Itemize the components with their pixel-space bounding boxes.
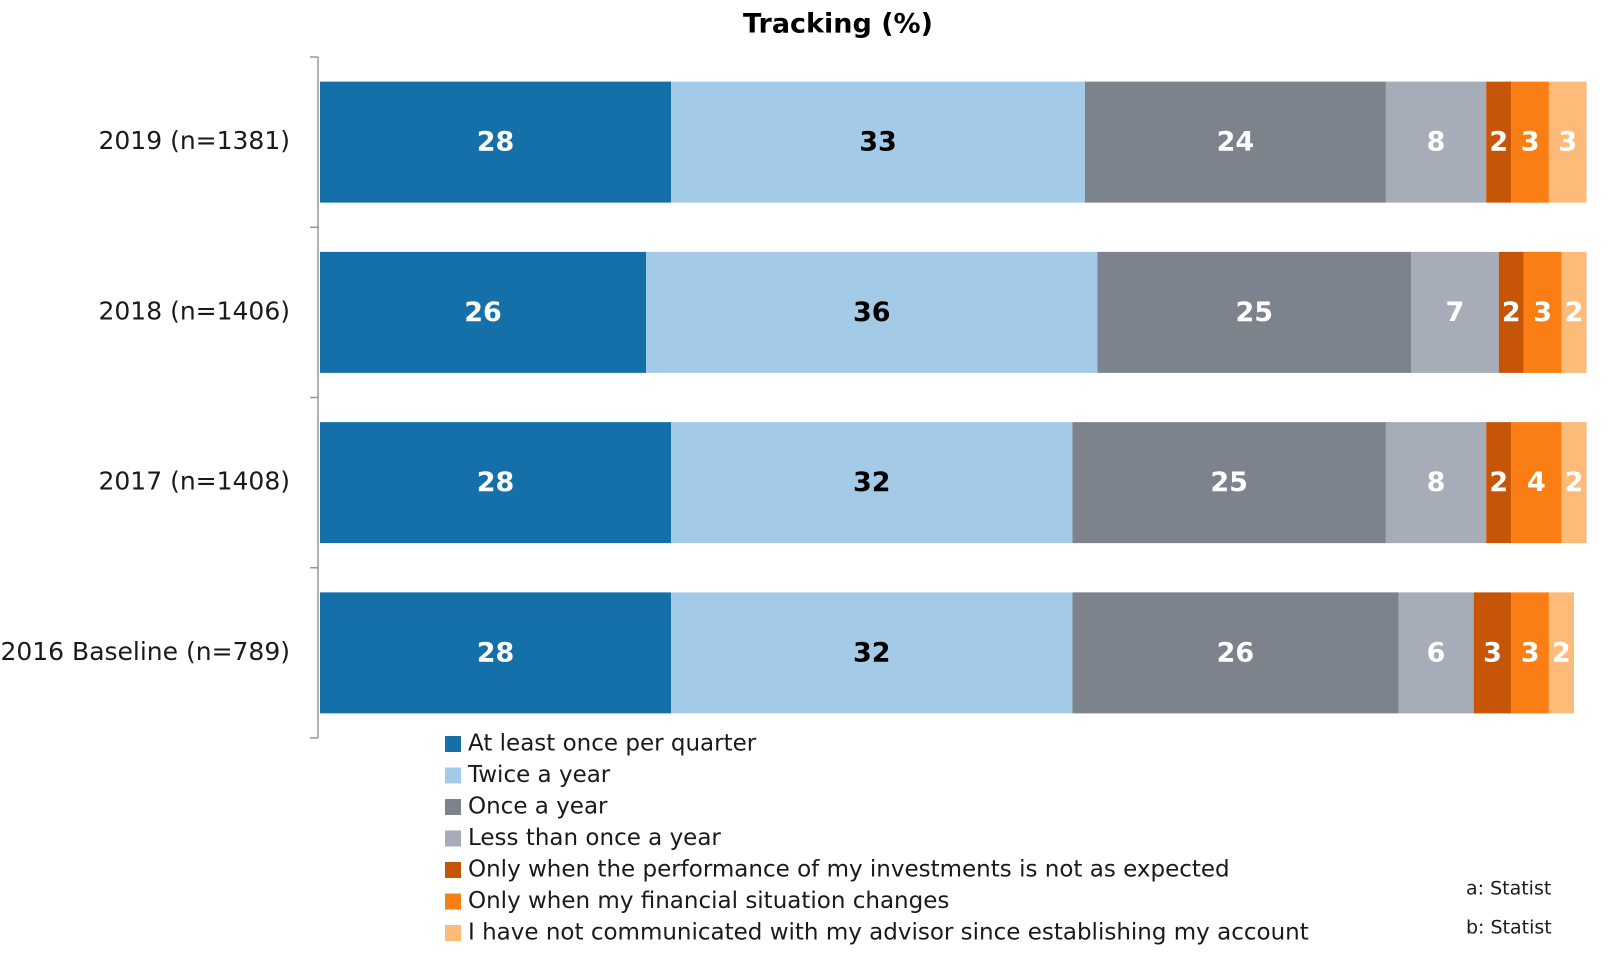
chart-title: Tracking (%)	[743, 9, 933, 40]
bar-segment	[320, 81, 672, 203]
bar-segment	[1486, 422, 1512, 544]
value-label: 24	[1217, 127, 1255, 158]
legend-swatch	[445, 767, 461, 784]
value-label: 3	[1483, 637, 1502, 668]
footnote: a: Statist	[1466, 878, 1551, 900]
bar-segment	[1385, 81, 1487, 203]
legend-swatch	[445, 736, 461, 752]
value-label: 8	[1427, 467, 1446, 498]
bar-segment	[1561, 422, 1587, 544]
bar-segment	[1511, 81, 1549, 203]
bar-segment	[1548, 81, 1587, 203]
bar-segment	[1398, 592, 1474, 714]
bar-segment	[1473, 592, 1512, 714]
legend-swatch	[445, 893, 461, 910]
bar-segment	[671, 81, 1085, 203]
value-label: 28	[477, 127, 515, 158]
legend-label: At least once per quarter	[468, 731, 757, 757]
value-label: 26	[1217, 637, 1255, 668]
bar-segment	[1072, 422, 1386, 544]
value-label: 3	[1533, 297, 1552, 328]
value-label: 2	[1565, 297, 1584, 328]
value-label: 32	[853, 467, 891, 498]
legend-swatch	[445, 925, 461, 941]
bar-segment	[1511, 592, 1549, 714]
value-label: 4	[1527, 467, 1546, 498]
bar-segment	[320, 422, 672, 544]
bar-segment	[1523, 251, 1562, 373]
value-label: 36	[853, 297, 891, 328]
legend-label: Less than once a year	[468, 825, 721, 851]
value-label: 3	[1558, 127, 1577, 158]
bar-segment	[1385, 422, 1487, 544]
value-label: 7	[1445, 297, 1464, 328]
bar-segment	[320, 251, 647, 373]
bar-segment	[646, 251, 1098, 373]
bar-segment	[1548, 592, 1574, 714]
bar-segment	[1498, 251, 1524, 373]
value-label: 2	[1552, 637, 1571, 668]
value-label: 2	[1502, 297, 1521, 328]
value-label: 33	[859, 127, 897, 158]
bar-segment	[671, 422, 1073, 544]
legend-swatch	[445, 862, 461, 878]
value-label: 32	[853, 637, 891, 668]
legend-label: Only when the performance of my investme…	[468, 857, 1230, 883]
legend-swatch	[445, 830, 461, 847]
value-label: 8	[1427, 127, 1446, 158]
legend-label: I have not communicated with my advisor …	[468, 920, 1309, 946]
category-label: 2018 (n=1406)	[99, 296, 291, 325]
category-label: 2019 (n=1381)	[99, 126, 291, 155]
bar-segment	[1410, 251, 1499, 373]
bar-segment	[1486, 81, 1512, 203]
value-label: 28	[477, 637, 515, 668]
legend-label: Once a year	[468, 794, 608, 820]
bar-segment	[1097, 251, 1411, 373]
bar-segment	[1511, 422, 1562, 544]
legend-swatch	[445, 799, 461, 815]
category-label: 2016 Baseline (n=789)	[0, 637, 290, 666]
value-label: 25	[1210, 467, 1248, 498]
value-label: 2	[1489, 467, 1508, 498]
value-label: 25	[1235, 297, 1273, 328]
value-label: 3	[1521, 127, 1540, 158]
value-label: 2	[1489, 127, 1508, 158]
category-label: 2017 (n=1408)	[99, 467, 291, 496]
value-label: 26	[464, 297, 502, 328]
bar-segment	[1084, 81, 1386, 203]
value-label: 2	[1565, 467, 1584, 498]
footnote: b: Statist	[1466, 917, 1552, 939]
value-label: 6	[1427, 637, 1446, 668]
bar-segment	[1072, 592, 1399, 714]
value-label: 3	[1521, 637, 1540, 668]
bar-segment	[1561, 251, 1587, 373]
bar-segment	[671, 592, 1073, 714]
value-label: 28	[477, 467, 515, 498]
legend-label: Twice a year	[467, 762, 611, 788]
bar-segment	[320, 592, 672, 714]
legend-label: Only when my financial situation changes	[468, 888, 949, 914]
